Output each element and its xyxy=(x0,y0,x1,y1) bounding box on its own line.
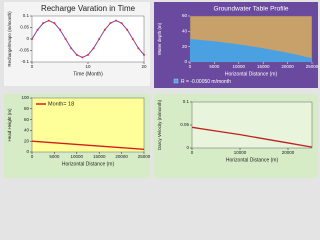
x-tick-label: 0 xyxy=(31,64,34,69)
data-point xyxy=(120,22,123,25)
y-tick-label: 0.05 xyxy=(180,122,189,127)
x-tick-label: 15000 xyxy=(257,64,270,69)
x-tick-label: 25000 xyxy=(306,64,319,69)
x-tick-label: 10000 xyxy=(234,150,247,155)
x-axis-label: Time (Month) xyxy=(73,71,103,77)
chart-title: Groundwater Table Profile xyxy=(213,6,288,13)
data-point xyxy=(70,47,73,50)
data-point xyxy=(92,47,95,50)
y-tick-label: 40 xyxy=(182,29,188,34)
x-tick-label: 20000 xyxy=(281,64,294,69)
data-point xyxy=(126,28,129,31)
data-point xyxy=(64,38,67,40)
x-tick-label: 0 xyxy=(31,154,34,159)
plot-area xyxy=(191,101,313,149)
y-axis-label: Recharge/Evapo (m/month) xyxy=(7,11,12,67)
y-tick-label: 0.1 xyxy=(183,99,190,104)
data-point xyxy=(98,38,101,40)
dashboard: Recharge Varation in Time 0 10 20 -0.1 -0.05 0… xyxy=(4,2,319,178)
x-tick-label: 0 xyxy=(189,64,192,69)
y-axis-label: Darcy Velocity (m/month) xyxy=(157,99,162,150)
data-point xyxy=(75,53,78,56)
y-tick-label: 100 xyxy=(21,95,29,100)
data-point xyxy=(81,56,84,59)
data-point xyxy=(109,22,112,25)
data-point xyxy=(47,19,50,22)
data-point xyxy=(137,47,140,50)
y-tick-label: 60 xyxy=(24,117,30,122)
x-tick-label: 20000 xyxy=(115,154,128,159)
legend-label: Month= 18 xyxy=(48,101,74,107)
x-tick-label: 20000 xyxy=(282,150,295,155)
y-tick-label: 0.05 xyxy=(20,25,29,30)
x-tick-label: 10 xyxy=(85,64,91,69)
y-tick-label: 0 xyxy=(26,36,29,41)
y-tick-label: 0 xyxy=(186,145,189,150)
y-tick-label: -0.1 xyxy=(21,59,29,64)
y-tick-label: 20 xyxy=(182,44,188,49)
y-tick-label: 0 xyxy=(26,149,29,154)
data-point xyxy=(115,19,117,22)
legend-swatch xyxy=(173,78,179,84)
y-tick-label: -0.05 xyxy=(19,48,30,53)
data-point xyxy=(103,28,106,31)
x-tick-label: 15000 xyxy=(93,154,106,159)
x-tick-label: 5000 xyxy=(49,154,60,159)
data-point xyxy=(59,28,61,31)
y-tick-label: 0.1 xyxy=(23,13,30,18)
data-point xyxy=(131,38,134,40)
x-tick-label: 25000 xyxy=(138,154,151,159)
data-point xyxy=(53,22,56,25)
x-axis-label: Horizontal Distance (m) xyxy=(62,161,115,167)
x-tick-label: 10000 xyxy=(71,154,84,159)
x-tick-label: 0 xyxy=(191,150,194,155)
series-line xyxy=(191,126,313,148)
y-tick-label: 80 xyxy=(24,106,30,111)
data-point xyxy=(42,22,45,25)
x-axis-label: Horizontal Distance (m) xyxy=(226,157,279,163)
x-tick-label: 20 xyxy=(141,64,147,69)
data-point xyxy=(31,38,33,40)
data-point xyxy=(143,53,145,56)
chart-title: Recharge Varation in Time xyxy=(41,4,136,13)
y-axis-label: Water depth (m) xyxy=(157,22,162,55)
data-point xyxy=(36,28,39,31)
y-axis-label: Head Height (m) xyxy=(7,108,12,142)
data-point xyxy=(87,53,89,56)
x-tick-label: 5000 xyxy=(209,64,220,69)
y-tick-label: 0 xyxy=(184,59,187,64)
legend-label: R = -0.00050 m/month xyxy=(181,79,231,85)
water-area xyxy=(190,39,312,62)
x-tick-label: 10000 xyxy=(233,64,246,69)
x-axis-label: Horizontal Distance (m) xyxy=(225,71,278,77)
series-line xyxy=(31,140,145,150)
y-tick-label: 40 xyxy=(24,128,30,133)
y-tick-label: 20 xyxy=(24,138,30,143)
y-tick-label: 60 xyxy=(182,13,188,18)
